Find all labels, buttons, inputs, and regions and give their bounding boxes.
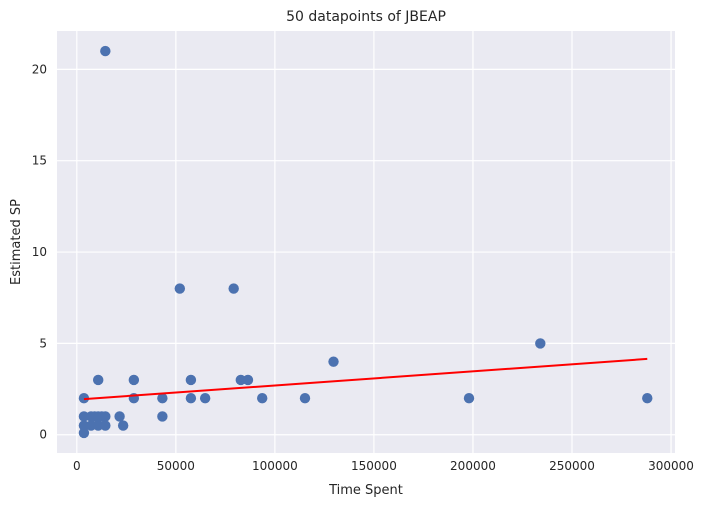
- data-point: [299, 392, 311, 404]
- data-point: [85, 420, 97, 431]
- regression-line: [83, 357, 648, 401]
- y-axis-label: Estimated SP: [9, 199, 24, 285]
- data-point: [128, 374, 140, 386]
- data-point: [100, 411, 111, 422]
- x-tick-label: 200000: [450, 459, 496, 473]
- data-point: [157, 411, 168, 422]
- y-tick-label: 20: [32, 62, 47, 76]
- x-tick-label: 150000: [351, 459, 397, 473]
- data-point: [535, 338, 546, 349]
- y-tick-labels: 0 5 10 15 20: [32, 62, 47, 441]
- x-tick-label: 0: [73, 459, 81, 473]
- data-point: [157, 392, 168, 404]
- x-tick-label: 50000: [157, 459, 195, 473]
- data-point: [235, 374, 247, 386]
- x-tick-label: 250000: [549, 459, 595, 473]
- y-tick-label: 10: [32, 245, 47, 259]
- data-point: [100, 420, 111, 431]
- data-point: [242, 374, 254, 386]
- data-point: [199, 392, 211, 404]
- y-tick-label: 15: [32, 154, 47, 168]
- grid: [57, 31, 675, 453]
- data-point: [78, 427, 90, 439]
- x-tick-labels: 0 50000 100000 150000 200000 250000 300000: [73, 459, 694, 473]
- data-point: [463, 392, 475, 404]
- data-point: [642, 392, 653, 404]
- x-tick-label: 100000: [252, 459, 298, 473]
- x-axis-label: Time Spent: [328, 483, 403, 498]
- data-point: [174, 283, 186, 294]
- data-point: [228, 283, 239, 294]
- data-point: [78, 411, 90, 422]
- data-point: [93, 420, 104, 431]
- plot-background: [57, 31, 675, 453]
- x-tick-label: 300000: [648, 459, 694, 473]
- data-point: [100, 45, 111, 57]
- data-point: [257, 392, 268, 404]
- y-tick-label: 5: [39, 336, 47, 350]
- data-point: [93, 374, 104, 386]
- data-point: [328, 356, 339, 367]
- chart-title: 50 datapoints of JBEAP: [286, 9, 446, 25]
- data-point: [78, 420, 90, 431]
- data-point: [185, 374, 197, 386]
- data-point: [114, 411, 125, 422]
- y-tick-label: 0: [39, 428, 47, 442]
- data-point: [117, 420, 129, 431]
- data-point: [185, 392, 197, 404]
